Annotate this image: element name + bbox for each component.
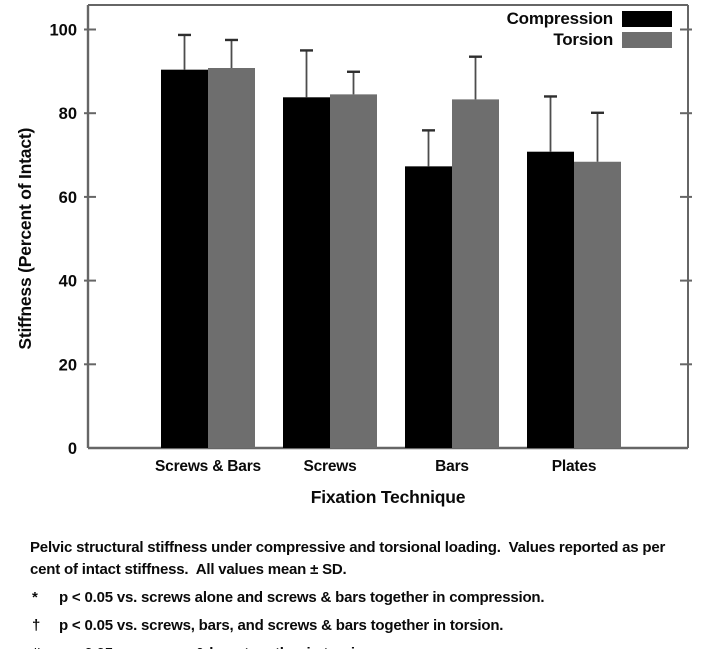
- legend-swatch-compression: [622, 10, 672, 27]
- footnote-symbol: †: [32, 617, 41, 634]
- bar-torsion-plates: [574, 161, 621, 448]
- chart-legend: Compression Torsion: [507, 10, 672, 48]
- bar-torsion-bars: [452, 99, 499, 449]
- footnote-symbol: *: [32, 589, 38, 606]
- x-category-label-bars: Bars: [435, 458, 469, 475]
- bar-compression-plates: [527, 151, 574, 448]
- bar-compression-bars: [405, 166, 452, 449]
- legend-label-compression: Compression: [506, 9, 614, 28]
- bar-torsion-screws: [330, 94, 377, 449]
- y-tick-label-100: 100: [49, 22, 77, 40]
- y-tick-label-20: 20: [59, 356, 77, 374]
- footnote-hash: # p < 0.05 vs. screws & bars together in…: [30, 642, 692, 649]
- bar-compression-screws: [283, 97, 330, 448]
- legend-label-torsion: Torsion: [553, 30, 613, 49]
- bar-torsion-screws-bars: [208, 68, 255, 448]
- caption-text: Pelvic structural stiffness under compre…: [30, 539, 666, 578]
- footnote-text: p < 0.05 vs. screws & bars together in t…: [59, 642, 377, 649]
- footnote-text: p < 0.05 vs. screws alone and screws & b…: [59, 589, 545, 606]
- bar-chart: 0 20 40 60 80 100 Screws & Bars Screws Bars Plate…: [15, 4, 692, 507]
- bar-compression-screws-bars: [161, 69, 208, 449]
- footnote-asterisk: * p < 0.05 vs. screws alone and screws &…: [30, 586, 692, 609]
- y-tick-label-80: 80: [59, 105, 77, 123]
- x-category-label-screws: Screws: [303, 458, 356, 475]
- y-tick-label-40: 40: [59, 273, 77, 291]
- footnote-symbol: #: [30, 642, 59, 649]
- x-category-label-screws-bars: Screws & Bars: [155, 458, 261, 475]
- y-axis-title: Stiffness (Percent of Intact): [15, 128, 35, 350]
- figure-caption: Pelvic structural stiffness under compre…: [30, 537, 692, 649]
- y-tick-label-0: 0: [68, 440, 77, 458]
- x-axis-title: Fixation Technique: [311, 487, 466, 507]
- footnote-text: p < 0.05 vs. screws, bars, and screws & …: [59, 617, 504, 634]
- footnote-dagger: † p < 0.05 vs. screws, bars, and screws …: [30, 614, 692, 637]
- x-category-label-plates: Plates: [552, 458, 596, 475]
- legend-item-torsion: Torsion: [507, 31, 672, 48]
- legend-swatch-torsion: [622, 31, 672, 48]
- legend-item-compression: Compression: [507, 10, 672, 27]
- y-tick-label-60: 60: [59, 189, 77, 207]
